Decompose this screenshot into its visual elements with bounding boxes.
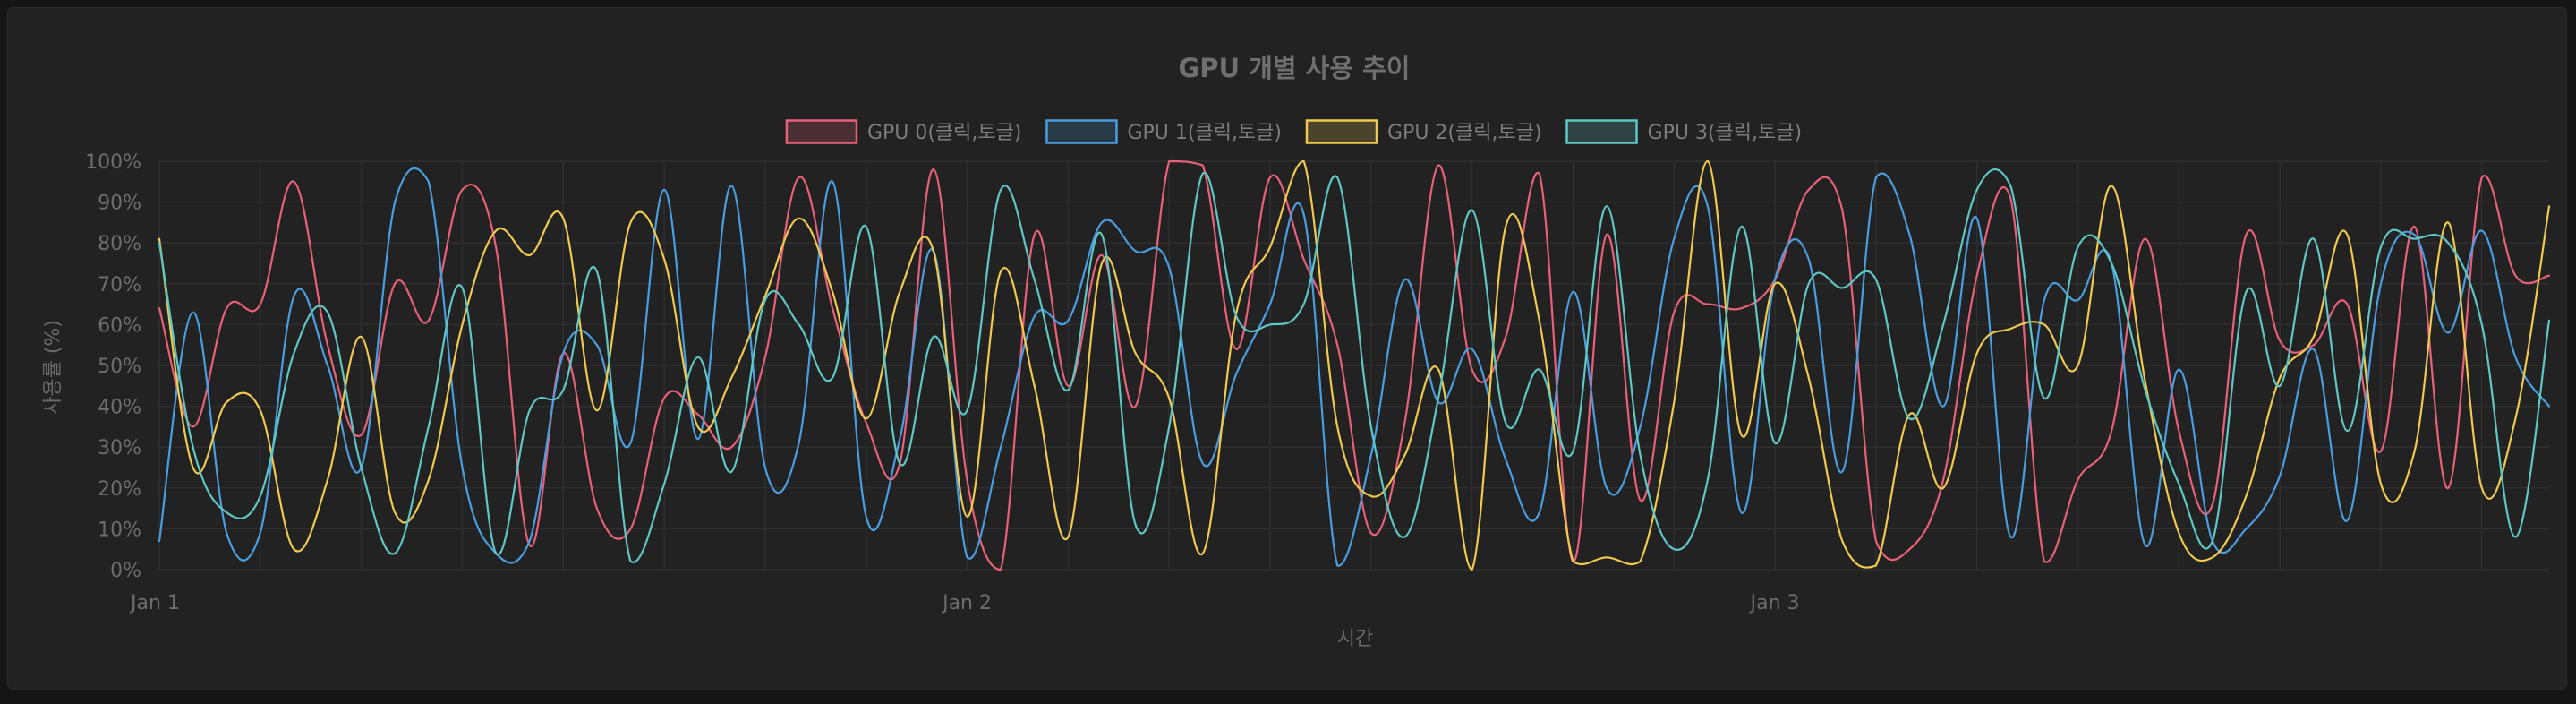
grid: [158, 160, 2549, 571]
y-tick-label: 60%: [98, 314, 141, 337]
y-tick-label: 50%: [98, 356, 141, 378]
legend-swatch: [785, 119, 858, 144]
series-line: [158, 159, 2551, 571]
y-tick-label: 10%: [98, 519, 141, 541]
legend-item[interactable]: GPU 1(클릭,토글): [1045, 119, 1282, 145]
x-axis-label: 시간: [1337, 628, 1373, 650]
legend-label: GPU 2(클릭,토글): [1387, 122, 1542, 144]
legend-label: GPU 3(클릭,토글): [1648, 122, 1803, 144]
series-line: [158, 167, 2551, 567]
legend-item[interactable]: GPU 0(클릭,토글): [785, 119, 1022, 145]
y-axis-label: 사용률 (%): [42, 320, 64, 415]
series-line: [158, 167, 2551, 563]
legend-swatch: [1565, 119, 1638, 144]
legend-item[interactable]: GPU 3(클릭,토글): [1565, 119, 1803, 145]
y-tick-label: 30%: [98, 437, 141, 459]
legend: GPU 0(클릭,토글) GPU 1(클릭,토글) GPU 2(클릭,토글) GPU …: [785, 119, 1803, 145]
legend-swatch: [1045, 119, 1118, 144]
chart-title: GPU 개별 사용 추이: [1179, 53, 1411, 83]
x-tick-label: Jan 2: [941, 592, 992, 614]
legend-label: GPU 1(클릭,토글): [1127, 122, 1282, 144]
y-tick-label: 100%: [85, 151, 141, 174]
legend-label: GPU 0(클릭,토글): [867, 122, 1022, 144]
x-axis-ticks: Jan 1 Jan 2 Jan 3: [129, 592, 1800, 614]
series-line: [158, 159, 2551, 571]
y-tick-label: 80%: [98, 233, 141, 255]
y-tick-label: 40%: [98, 397, 141, 419]
y-tick-label: 90%: [98, 193, 141, 215]
y-tick-label: 70%: [98, 274, 141, 296]
x-tick-label: Jan 1: [129, 592, 180, 614]
x-tick-label: Jan 3: [1749, 592, 1800, 614]
y-tick-label: 0%: [110, 560, 141, 582]
y-axis-ticks: 0% 10% 20% 30% 40% 50% 60% 70% 80% 90% 100%: [85, 151, 141, 582]
legend-item[interactable]: GPU 2(클릭,토글): [1305, 119, 1542, 145]
y-tick-label: 20%: [98, 478, 141, 501]
series-lines: [158, 159, 2551, 571]
legend-swatch: [1305, 119, 1378, 144]
